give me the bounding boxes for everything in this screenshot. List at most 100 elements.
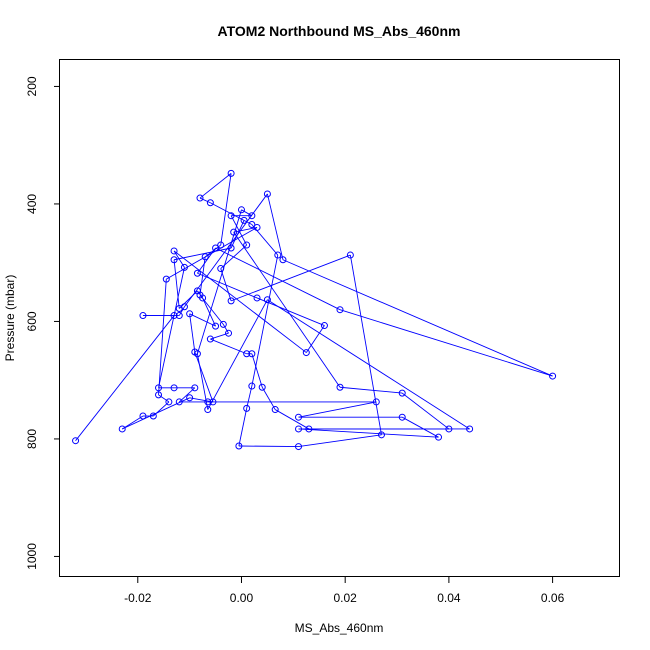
series-segment bbox=[305, 325, 325, 353]
data-point bbox=[155, 391, 163, 399]
data-point bbox=[243, 350, 251, 358]
data-point bbox=[243, 241, 251, 249]
y-tick-label: 600 bbox=[25, 311, 39, 331]
data-point bbox=[217, 265, 225, 273]
data-point bbox=[149, 412, 157, 420]
series-segment bbox=[166, 227, 258, 280]
series-segment bbox=[298, 428, 439, 438]
y-tick-label: 200 bbox=[25, 76, 39, 96]
data-point bbox=[274, 251, 282, 259]
series-segment bbox=[238, 445, 299, 448]
data-point bbox=[175, 305, 183, 313]
series-segment bbox=[339, 386, 403, 394]
series-segment bbox=[121, 415, 144, 430]
series-segment bbox=[251, 254, 279, 387]
series-segment bbox=[298, 401, 377, 418]
data-point bbox=[377, 431, 385, 439]
series-segment bbox=[202, 297, 216, 327]
data-point bbox=[240, 216, 248, 224]
series-segment bbox=[197, 272, 258, 299]
series-segment bbox=[251, 353, 263, 388]
series-segment bbox=[207, 299, 268, 410]
series-segment bbox=[173, 247, 232, 261]
data-point bbox=[193, 269, 201, 277]
series-segment bbox=[196, 209, 242, 354]
data-point bbox=[258, 383, 266, 391]
data-point bbox=[227, 212, 235, 220]
data-point bbox=[139, 412, 147, 420]
data-point bbox=[170, 256, 178, 264]
data-point bbox=[295, 425, 303, 433]
data-point bbox=[263, 190, 271, 198]
data-point bbox=[263, 296, 271, 304]
x-axis: -0.02 0.00 0.02 0.04 0.06 bbox=[124, 577, 565, 605]
series-segment bbox=[282, 259, 553, 377]
data-point bbox=[248, 212, 256, 220]
data-point bbox=[227, 244, 235, 252]
y-tick-label: 1000 bbox=[25, 543, 39, 570]
data-point bbox=[248, 350, 256, 358]
data-point bbox=[320, 322, 328, 330]
series-segment bbox=[122, 397, 190, 430]
data-point bbox=[279, 256, 287, 264]
data-point bbox=[191, 348, 199, 356]
series-segment bbox=[298, 434, 382, 448]
data-point bbox=[398, 389, 406, 397]
data-point bbox=[271, 406, 279, 414]
series-segment bbox=[210, 338, 247, 355]
series-segment bbox=[178, 290, 198, 309]
x-axis-label: MS_Abs_460nm bbox=[295, 621, 384, 635]
series-segment bbox=[261, 387, 276, 410]
data-point bbox=[175, 398, 183, 406]
series-segment bbox=[238, 408, 248, 447]
plot-frame bbox=[59, 59, 620, 577]
series-segment bbox=[75, 315, 175, 441]
series-segment bbox=[173, 250, 307, 353]
series-segment bbox=[402, 416, 439, 438]
series-segment bbox=[199, 197, 211, 204]
data-point bbox=[193, 287, 201, 295]
series-segment bbox=[220, 244, 247, 269]
data-point bbox=[201, 253, 209, 261]
series-segment bbox=[230, 254, 351, 302]
series-segment bbox=[339, 309, 553, 377]
series-segment bbox=[199, 256, 206, 296]
data-point bbox=[295, 443, 303, 451]
data-point bbox=[72, 437, 80, 445]
data-point bbox=[237, 206, 245, 214]
series-segment bbox=[251, 224, 279, 256]
data-point bbox=[162, 275, 170, 283]
data-point bbox=[204, 398, 212, 406]
data-point bbox=[175, 312, 183, 320]
data-point bbox=[305, 425, 313, 433]
data-point bbox=[248, 382, 256, 390]
series-segment bbox=[220, 268, 232, 302]
data-point bbox=[248, 221, 256, 228]
x-tick-label: -0.02 bbox=[124, 591, 152, 605]
series-segment bbox=[194, 351, 214, 403]
series-segment bbox=[230, 220, 245, 249]
data-point bbox=[180, 263, 188, 271]
x-tick-label: 0.00 bbox=[230, 591, 254, 605]
data-point bbox=[227, 169, 235, 177]
series-segment bbox=[220, 173, 232, 246]
series-segment bbox=[215, 247, 341, 311]
series-segment bbox=[158, 279, 167, 395]
series-segment bbox=[266, 193, 284, 260]
data-point bbox=[253, 294, 261, 302]
data-point bbox=[219, 320, 227, 328]
data-point bbox=[336, 383, 344, 391]
y-axis-label: Pressure (mbar) bbox=[3, 275, 17, 362]
series-segment bbox=[274, 409, 310, 430]
data-point bbox=[209, 398, 217, 406]
series-segment bbox=[222, 324, 229, 334]
series-segment bbox=[246, 385, 253, 409]
series-segment bbox=[210, 202, 253, 225]
series-segment bbox=[233, 231, 341, 388]
data-point bbox=[445, 425, 453, 433]
series-segment bbox=[189, 397, 214, 403]
data-point bbox=[302, 349, 310, 357]
data-point bbox=[217, 241, 225, 249]
